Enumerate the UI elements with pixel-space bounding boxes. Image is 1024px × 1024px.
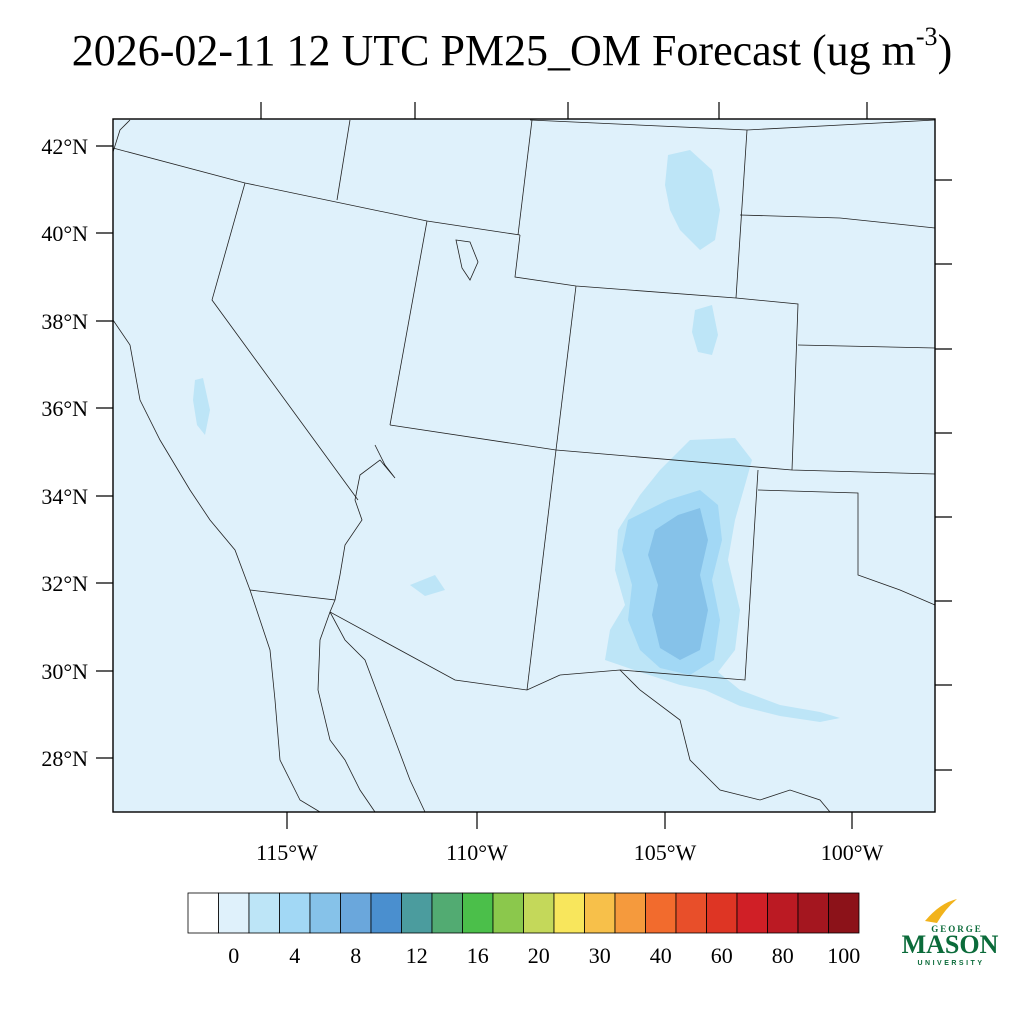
lat-label: 34°N	[41, 484, 88, 509]
colorbar-box	[248, 892, 280, 934]
lat-label: 36°N	[41, 396, 88, 421]
colorbar-box	[431, 892, 463, 934]
colorbar-box	[309, 892, 341, 934]
longitude-labels: 115°W 110°W 105°W 100°W	[256, 840, 883, 865]
plume-co-south	[692, 305, 718, 355]
university-logo: GEORGE MASON UNIVERSITY	[902, 899, 999, 967]
colorbar-box	[767, 892, 799, 934]
map-frame	[112, 118, 936, 813]
lat-label: 30°N	[41, 659, 88, 684]
concentration-plumes	[193, 150, 840, 722]
logo-line3: UNIVERSITY	[917, 960, 984, 967]
colorbar-tick-label: 4	[289, 943, 300, 968]
colorbar-box	[736, 892, 768, 934]
latitude-labels: 42°N 40°N 38°N 36°N 34°N 32°N 30°N 28°N	[41, 134, 88, 771]
title-close: )	[937, 26, 953, 75]
plume-nm-dark	[648, 508, 708, 660]
colorbar-tick-label: 20	[528, 943, 550, 968]
colorbar-box	[553, 892, 585, 934]
plume-ca-small	[193, 378, 210, 435]
lon-label: 115°W	[256, 840, 318, 865]
logo-line2: MASON	[902, 930, 999, 959]
lon-label: 100°W	[821, 840, 884, 865]
colorbar-box	[370, 892, 402, 934]
forecast-map: 42°N 40°N 38°N 36°N 34°N 32°N 30°N 28°N …	[41, 102, 952, 865]
lat-label: 42°N	[41, 134, 88, 159]
boundaries	[112, 119, 936, 813]
colorbar-tick-label: 12	[406, 943, 428, 968]
colorbar-box	[828, 892, 860, 934]
plume-az-small	[410, 575, 445, 596]
colorbar-tick-label: 8	[350, 943, 361, 968]
colorbar-box	[279, 892, 311, 934]
lon-label: 105°W	[634, 840, 697, 865]
logo-swoosh	[925, 899, 957, 923]
colorbar-tick-label: 60	[711, 943, 733, 968]
colorbar-tick-label: 30	[589, 943, 611, 968]
colorbar-box	[340, 892, 372, 934]
lat-label: 32°N	[41, 571, 88, 596]
page-title: 2026-02-11 12 UTC PM25_OM Forecast (ug m…	[0, 22, 1024, 76]
lat-label: 40°N	[41, 221, 88, 246]
colorbar-box	[584, 892, 616, 934]
colorbar-box	[645, 892, 677, 934]
colorbar-tick-label: 40	[650, 943, 672, 968]
colorbar-tick-label: 100	[827, 943, 860, 968]
lat-label: 28°N	[41, 746, 88, 771]
colorbar-tick-label: 16	[467, 943, 489, 968]
colorbar-box	[797, 892, 829, 934]
map-background	[113, 119, 935, 812]
colorbar-box	[187, 892, 219, 934]
colorbar-tick-label: 80	[772, 943, 794, 968]
colorbar-box	[462, 892, 494, 934]
lat-label: 38°N	[41, 309, 88, 334]
title-main: 2026-02-11 12 UTC PM25_OM Forecast (ug m	[71, 26, 916, 75]
colorbar-box	[492, 892, 524, 934]
plume-co-north	[665, 150, 720, 250]
colorbar-box	[523, 892, 555, 934]
colorbar-box	[218, 892, 250, 934]
tick-marks	[96, 102, 952, 829]
colorbar-box	[675, 892, 707, 934]
colorbar-labels: 0 4 8 12 16 20 30 40 60 80 100	[228, 943, 860, 968]
colorbar-boxes	[187, 892, 860, 934]
logo-line1: GEORGE	[931, 924, 983, 934]
colorbar-box	[401, 892, 433, 934]
title-superscript: -3	[915, 22, 938, 51]
colorbar-tick-label: 0	[228, 943, 239, 968]
lon-label: 110°W	[446, 840, 508, 865]
colorbar-box	[614, 892, 646, 934]
colorbar-box	[706, 892, 738, 934]
